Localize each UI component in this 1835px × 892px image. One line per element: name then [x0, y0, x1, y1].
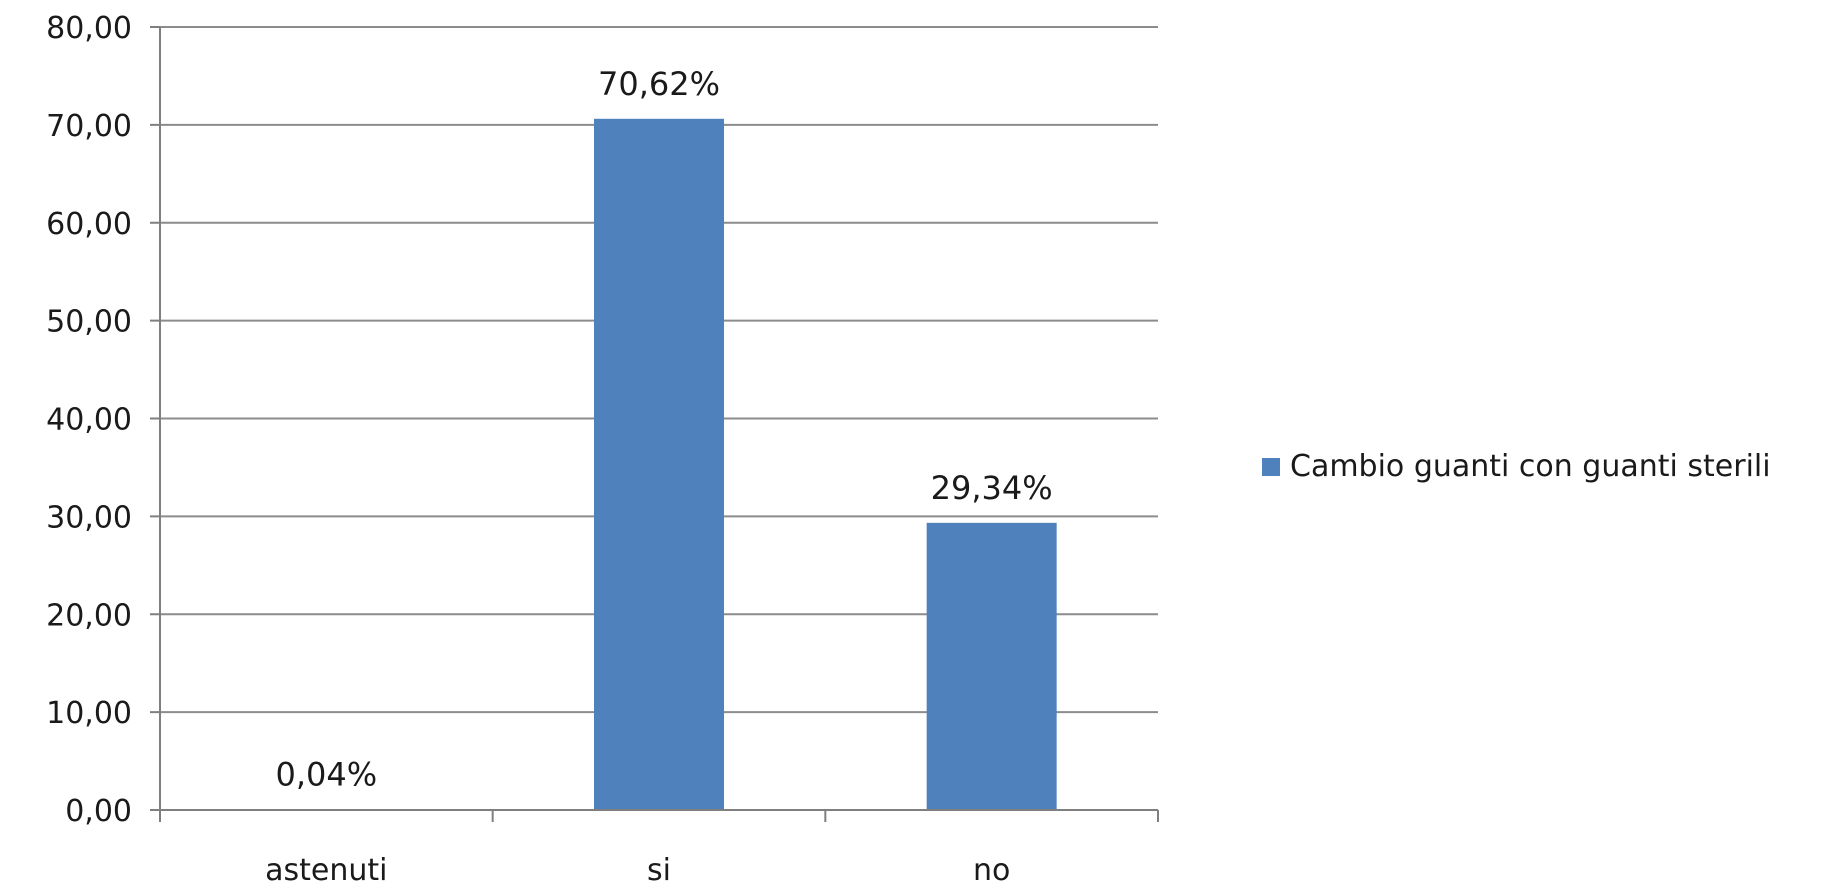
data-label: 29,34%	[931, 469, 1053, 507]
bar-no	[927, 523, 1057, 810]
y-tick-label: 0,00	[65, 794, 132, 829]
x-tick-label: no	[973, 853, 1010, 888]
y-tick-labels: 0,00 10,00 20,00 30,00 40,00 50,00 60,00 70,00 8…	[46, 11, 132, 829]
legend-label: Cambio guanti con guanti sterili	[1290, 449, 1771, 484]
y-tick-label: 30,00	[46, 500, 132, 535]
x-tick-label: astenuti	[265, 853, 387, 888]
legend: Cambio guanti con guanti sterili	[1262, 449, 1771, 484]
y-tick-label: 20,00	[46, 598, 132, 633]
y-tick-label: 70,00	[46, 109, 132, 144]
y-tick-label: 60,00	[46, 207, 132, 242]
bar-si	[594, 119, 724, 810]
y-tick-label: 50,00	[46, 305, 132, 340]
x-tick-label: si	[647, 853, 671, 888]
y-tick-label: 80,00	[46, 11, 132, 46]
y-tick-label: 10,00	[46, 696, 132, 731]
x-tick-labels: astenuti si no	[265, 853, 1010, 888]
data-label: 70,62%	[598, 65, 720, 103]
y-tick-label: 40,00	[46, 403, 132, 438]
data-label: 0,04%	[276, 756, 378, 794]
legend-swatch	[1262, 458, 1280, 476]
